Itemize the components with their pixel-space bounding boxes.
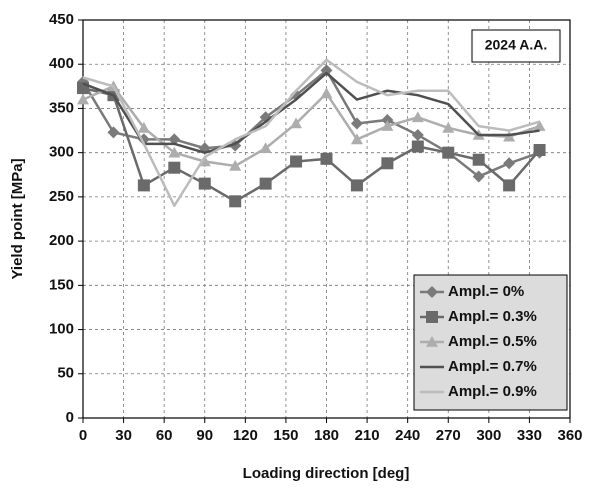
y-tick-label: 50 bbox=[57, 365, 74, 382]
legend-label: Ampl.= 0.5% bbox=[448, 333, 537, 350]
data-point bbox=[350, 117, 363, 130]
data-point bbox=[411, 140, 424, 153]
data-point bbox=[168, 146, 181, 158]
y-axis-label: Yield point [MPa] bbox=[9, 158, 26, 279]
data-point bbox=[320, 87, 333, 99]
data-point bbox=[137, 179, 150, 192]
data-point bbox=[350, 179, 363, 192]
y-tick-label: 200 bbox=[49, 232, 74, 249]
data-point bbox=[198, 177, 211, 190]
data-point bbox=[411, 111, 424, 123]
x-tick-label: 30 bbox=[115, 427, 132, 444]
data-point bbox=[320, 152, 333, 165]
legend-marker bbox=[426, 336, 438, 347]
data-point bbox=[259, 177, 272, 190]
data-point bbox=[442, 146, 455, 159]
x-axis-label: Loading direction [deg] bbox=[243, 465, 410, 482]
data-point bbox=[77, 93, 89, 105]
y-tick-label: 450 bbox=[49, 11, 74, 28]
y-tick-label: 250 bbox=[49, 188, 74, 205]
data-point bbox=[472, 170, 485, 183]
legend-label: Ampl.= 0.7% bbox=[448, 358, 537, 375]
y-tick-label: 400 bbox=[49, 55, 74, 72]
data-point bbox=[533, 120, 546, 131]
x-tick-label: 90 bbox=[196, 427, 213, 444]
x-tick-label: 270 bbox=[436, 427, 461, 444]
y-tick-label: 350 bbox=[49, 99, 74, 116]
data-point bbox=[381, 113, 394, 126]
legend-marker bbox=[426, 311, 438, 323]
data-point bbox=[168, 161, 181, 174]
data-point bbox=[229, 159, 242, 171]
y-tick-label: 100 bbox=[49, 321, 74, 338]
x-tick-label: 150 bbox=[273, 427, 298, 444]
x-tick-label: 300 bbox=[476, 427, 501, 444]
x-tick-label: 120 bbox=[233, 427, 258, 444]
x-tick-label: 240 bbox=[395, 427, 420, 444]
data-point bbox=[503, 157, 516, 170]
annotation-box bbox=[471, 29, 561, 63]
data-point bbox=[350, 133, 363, 145]
x-tick-label: 0 bbox=[79, 427, 87, 444]
x-tick-label: 60 bbox=[156, 427, 173, 444]
data-point bbox=[290, 117, 303, 129]
x-tick-label: 180 bbox=[314, 427, 339, 444]
data-point bbox=[381, 120, 394, 131]
annotation: 2024 A.A. bbox=[485, 37, 548, 53]
plot-frame bbox=[82, 19, 571, 419]
data-point bbox=[137, 121, 150, 133]
data-point bbox=[259, 142, 272, 154]
data-point bbox=[442, 121, 455, 133]
y-tick-label: 150 bbox=[49, 276, 74, 293]
legend-label: Ampl.= 0.9% bbox=[448, 383, 537, 400]
y-tick-label: 0 bbox=[66, 409, 74, 426]
data-point bbox=[107, 126, 120, 139]
legend-label: Ampl.= 0% bbox=[448, 283, 524, 300]
x-tick-label: 360 bbox=[557, 427, 582, 444]
data-point bbox=[472, 153, 485, 166]
legend-marker bbox=[426, 286, 438, 298]
data-point bbox=[381, 157, 394, 170]
data-point bbox=[320, 64, 333, 77]
data-point bbox=[229, 195, 242, 208]
series-line bbox=[82, 71, 540, 154]
x-tick-label: 210 bbox=[355, 427, 380, 444]
data-point bbox=[411, 128, 424, 141]
legend-label: Ampl.= 0.3% bbox=[448, 308, 537, 325]
data-point bbox=[503, 179, 516, 192]
data-point bbox=[168, 133, 181, 146]
series-line bbox=[82, 85, 540, 168]
data-point bbox=[290, 155, 303, 168]
series-line bbox=[82, 58, 540, 207]
data-point bbox=[533, 144, 546, 157]
y-tick-label: 300 bbox=[49, 144, 74, 161]
x-tick-label: 330 bbox=[517, 427, 542, 444]
